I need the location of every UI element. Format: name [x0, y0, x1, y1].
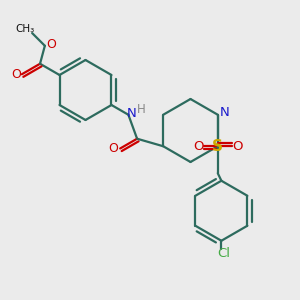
Text: S: S: [212, 139, 223, 154]
Text: O: O: [109, 142, 118, 155]
Text: N: N: [220, 106, 229, 119]
Text: O: O: [46, 38, 56, 51]
Text: O: O: [11, 68, 21, 81]
Text: CH₃: CH₃: [15, 25, 34, 34]
Text: Cl: Cl: [217, 247, 230, 260]
Text: H: H: [137, 103, 146, 116]
Text: O: O: [193, 140, 203, 153]
Text: O: O: [232, 140, 242, 153]
Text: N: N: [127, 107, 137, 120]
